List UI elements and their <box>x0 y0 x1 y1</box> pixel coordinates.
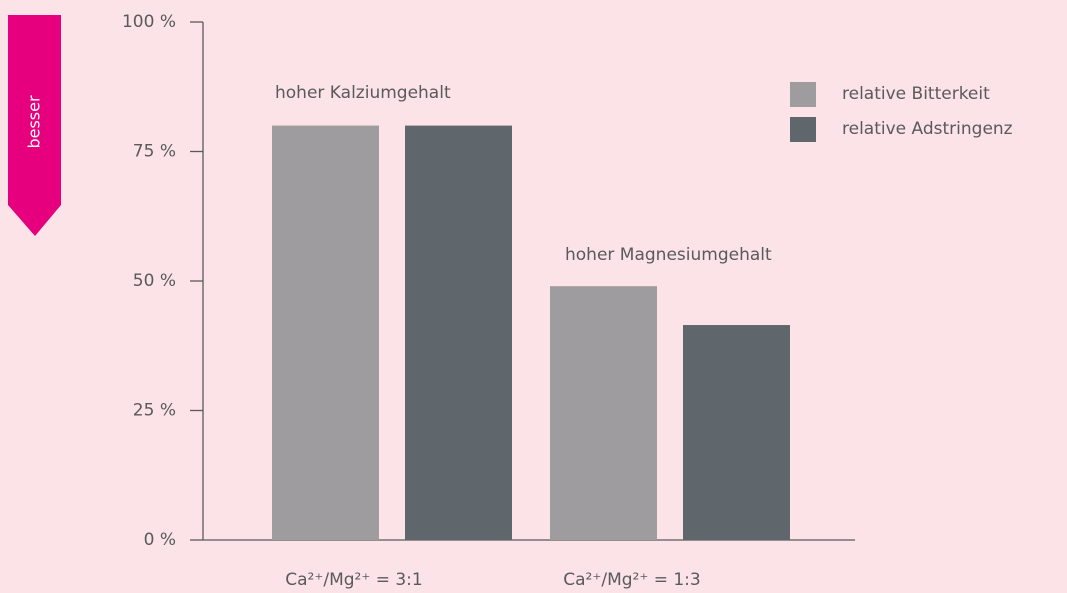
bar <box>550 286 657 540</box>
legend-swatch <box>790 117 816 142</box>
legend-label: relative Adstringenz <box>842 119 1013 139</box>
y-tick-label: 0 % <box>144 530 176 550</box>
bar <box>683 325 790 540</box>
bar <box>405 125 512 540</box>
annotation: hoher Magnesiumgehalt <box>565 245 772 265</box>
y-tick-label: 100 % <box>122 12 176 32</box>
y-tick-label: 50 % <box>133 271 176 291</box>
arrow <box>8 15 61 236</box>
legend-label: relative Bitterkeit <box>842 84 990 104</box>
x-tick-label: Ca²⁺/Mg²⁺ = 3:1 <box>285 570 422 590</box>
legend-swatch <box>790 82 816 107</box>
bar <box>272 125 379 540</box>
annotation: hoher Kalziumgehalt <box>275 83 451 103</box>
y-tick-label: 25 % <box>133 401 176 421</box>
y-tick-label: 75 % <box>133 142 176 162</box>
x-tick-label: Ca²⁺/Mg²⁺ = 1:3 <box>563 570 700 590</box>
arrow-label: besser <box>25 95 44 149</box>
